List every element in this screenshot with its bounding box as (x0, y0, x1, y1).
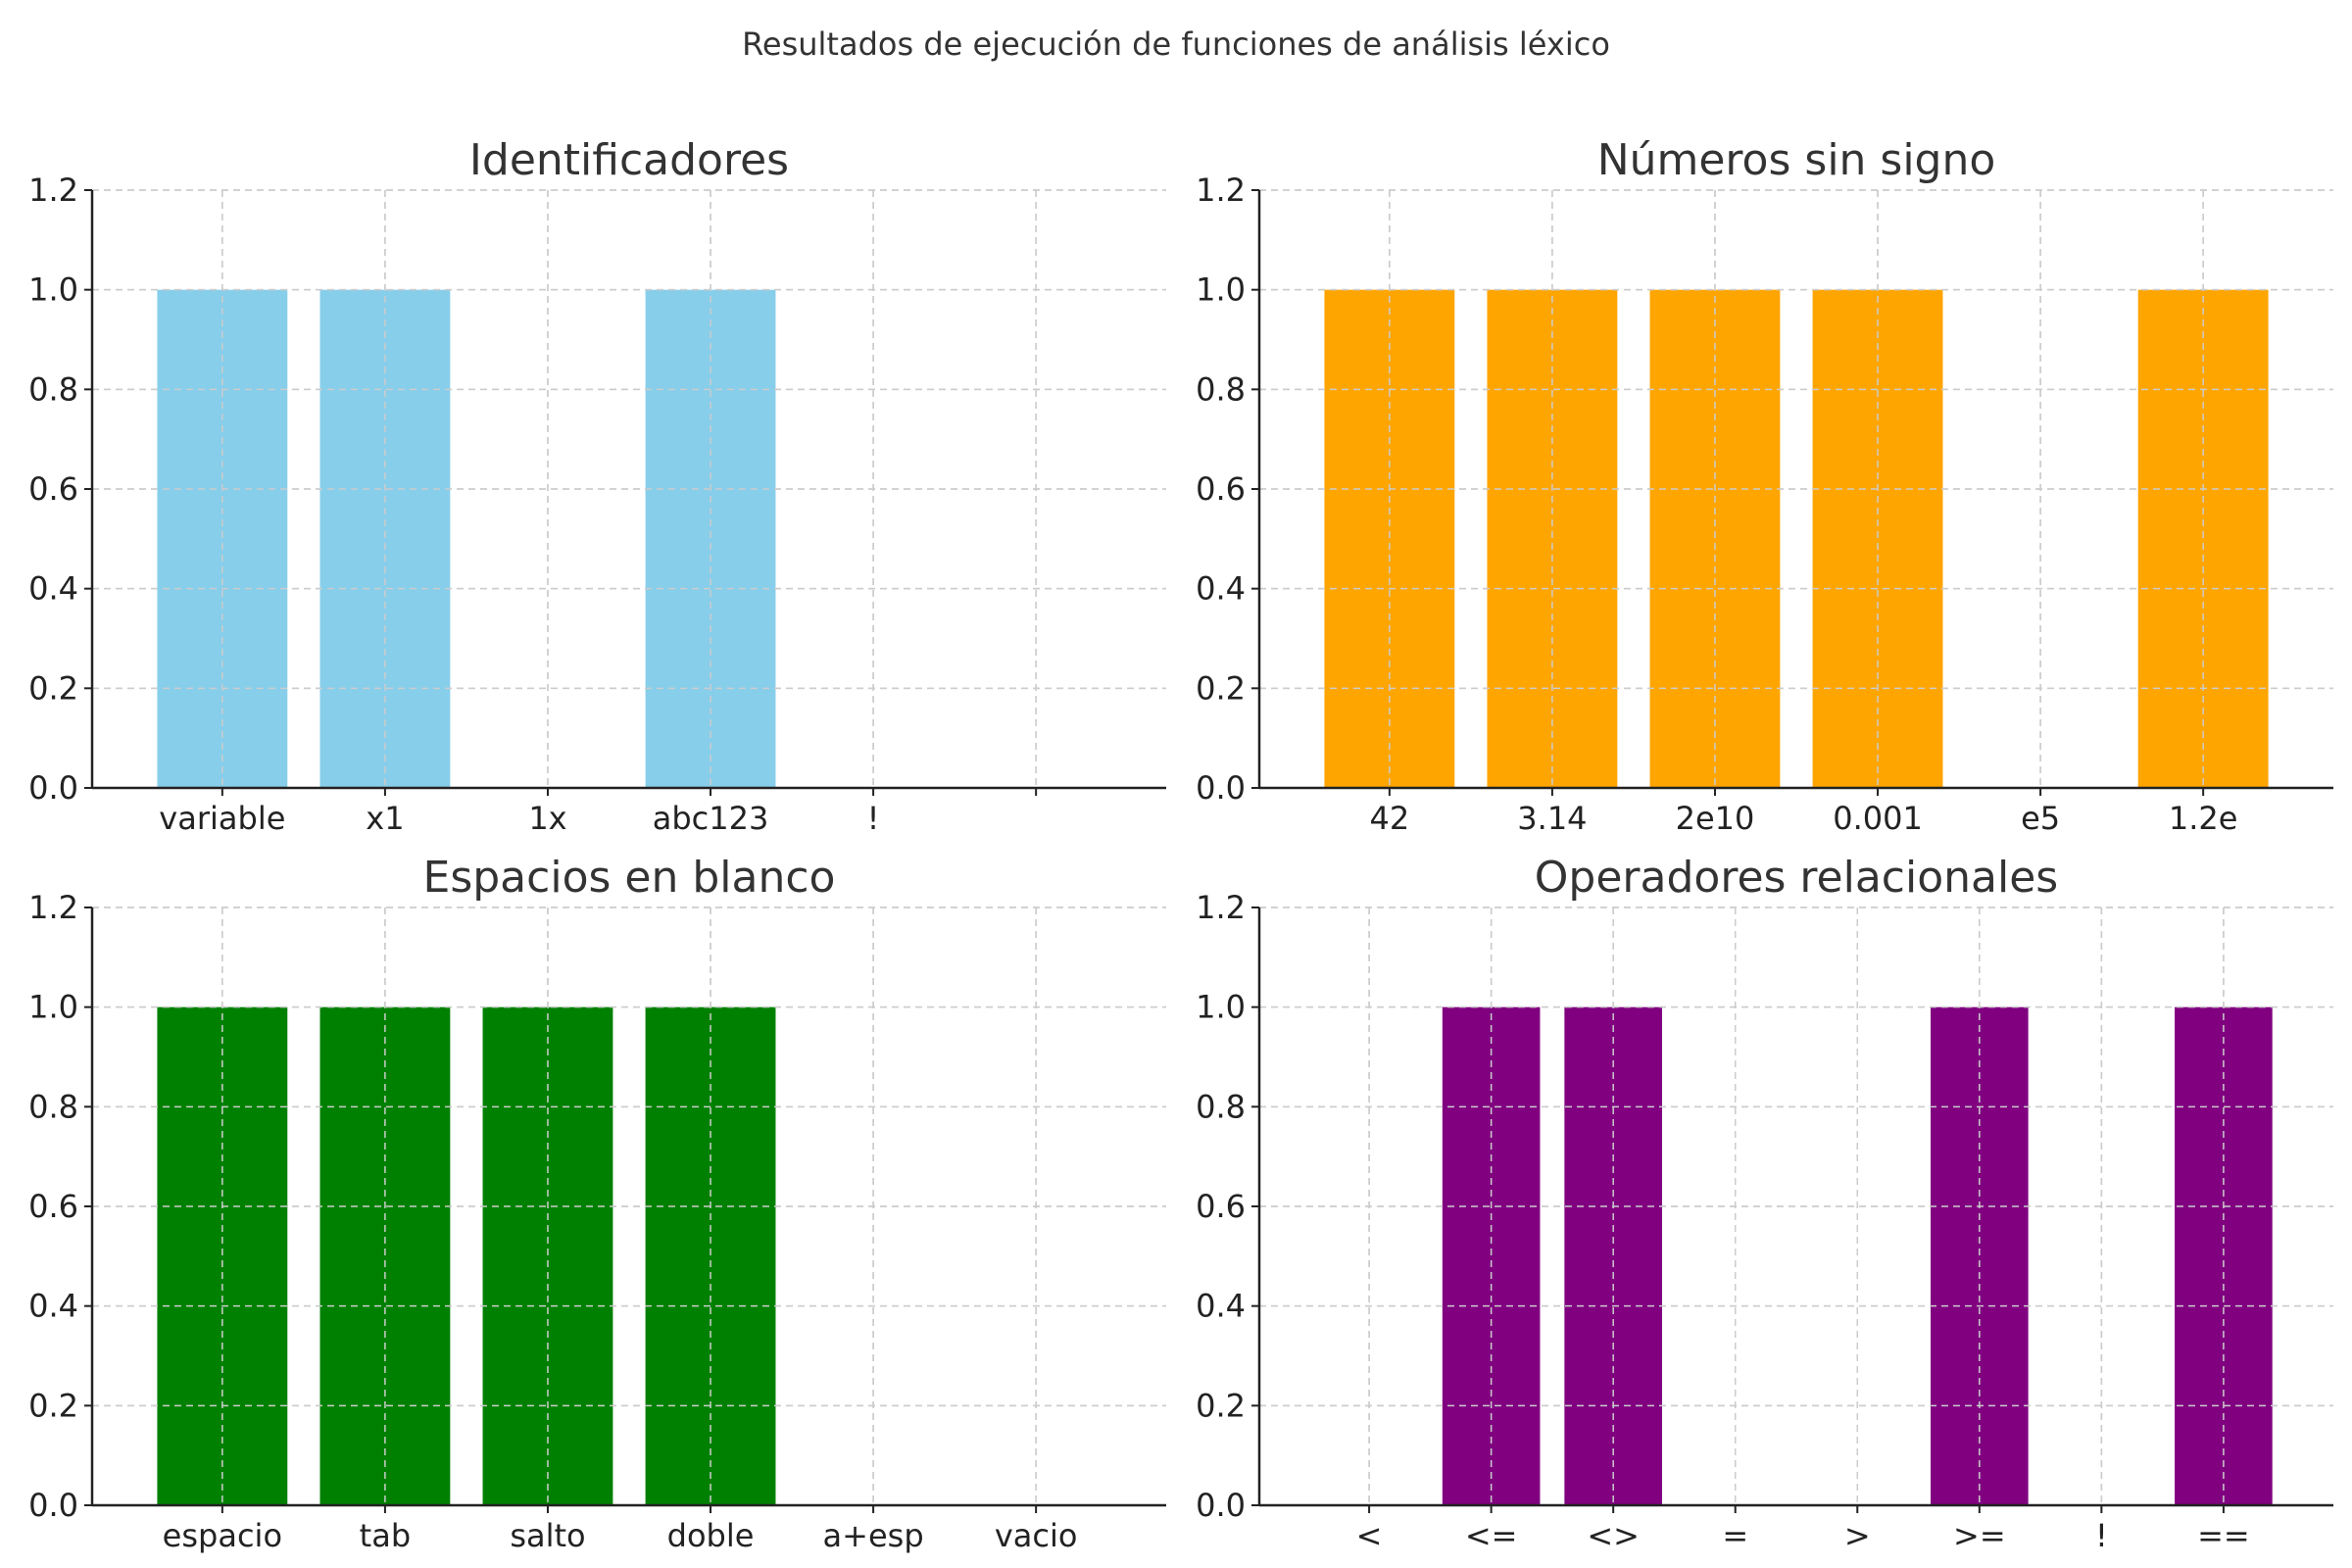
y-tick-label: 0.8 (28, 1088, 78, 1125)
y-tick-label: 0.4 (28, 1288, 78, 1325)
x-tick-label: 1.2e (2169, 800, 2238, 837)
y-tick-label: 0.4 (1196, 1288, 1246, 1325)
y-tick-label: 0.6 (1196, 1188, 1246, 1225)
y-tick-label: 1.0 (1196, 271, 1246, 309)
y-tick-label: 1.0 (1196, 989, 1246, 1026)
x-tick-label: ! (2095, 1517, 2108, 1554)
y-tick-label: 0.8 (28, 370, 78, 408)
x-tick-label: 1x (528, 800, 566, 837)
y-tick-label: 0.0 (28, 769, 78, 807)
x-tick-label: vacio (995, 1517, 1078, 1554)
chart-panel-3: Operadores relacionales 0.0 0.2 0.4 0.6 0.8 1.… (1196, 853, 2333, 1554)
x-tick-label: doble (667, 1517, 755, 1554)
y-tick-label: 0.4 (28, 570, 78, 608)
y-tick-label: 1.0 (28, 989, 78, 1026)
x-tick-label: 42 (1369, 800, 1409, 837)
y-tick-label: 0.6 (28, 1188, 78, 1225)
x-tick-label: 3.14 (1517, 800, 1587, 837)
x-tick-label: ! (867, 800, 880, 837)
y-tick-label: 0.0 (1196, 1487, 1246, 1524)
x-tick-label: tab (360, 1517, 411, 1554)
y-tick-label: 0.0 (1196, 769, 1246, 807)
y-tick-label: 0.2 (28, 669, 78, 707)
x-tick-label: variable (159, 800, 285, 837)
x-tick-label: < (1356, 1517, 1383, 1554)
y-tick-label: 1.0 (28, 271, 78, 309)
x-tick-label: > (1844, 1517, 1871, 1554)
y-tick-label: 0.6 (1196, 470, 1246, 508)
chart-panel-1: Números sin signo 0.0 0.2 0.4 0.6 0.8 1.0 1.2 42… (1196, 135, 2333, 837)
y-tick-label: 1.2 (1196, 172, 1246, 209)
chart-title: Números sin signo (1597, 135, 1996, 185)
x-tick-label: >= (1953, 1517, 2006, 1554)
x-tick-label: 2e10 (1676, 800, 1755, 837)
x-tick-label: espacio (163, 1517, 282, 1554)
x-tick-label: e5 (2021, 800, 2060, 837)
chart-panel-2: Espacios en blanco 0.0 0.2 0.4 0.6 0.8 1.0 1.2 e… (28, 853, 1166, 1554)
x-tick-label: = (1722, 1517, 1748, 1554)
y-tick-label: 0.6 (28, 470, 78, 508)
x-tick-label: <= (1465, 1517, 1518, 1554)
y-tick-label: 0.4 (1196, 570, 1246, 608)
figure-suptitle: Resultados de ejecución de funciones de … (742, 25, 1610, 63)
y-tick-label: 0.2 (1196, 669, 1246, 707)
x-tick-label: abc123 (653, 800, 769, 837)
x-tick-label: 0.001 (1833, 800, 1923, 837)
y-tick-label: 1.2 (1196, 889, 1246, 926)
chart-title: Identificadores (469, 135, 789, 185)
chart-title: Espacios en blanco (423, 853, 836, 903)
y-tick-label: 0.8 (1196, 1088, 1246, 1125)
chart-title: Operadores relacionales (1535, 853, 2058, 903)
y-tick-label: 0.0 (28, 1487, 78, 1524)
x-tick-label: salto (510, 1517, 585, 1554)
x-tick-label: a+esp (823, 1517, 924, 1554)
x-tick-label: <> (1587, 1517, 1640, 1554)
y-tick-label: 1.2 (28, 889, 78, 926)
x-tick-label: == (2197, 1517, 2250, 1554)
y-tick-label: 0.2 (1196, 1387, 1246, 1424)
y-tick-label: 0.2 (28, 1387, 78, 1424)
y-tick-label: 0.8 (1196, 370, 1246, 408)
chart-panel-0: Identificadores 0.0 0.2 0.4 0.6 0.8 1.0 1.2 vari… (28, 135, 1166, 837)
y-tick-label: 1.2 (28, 172, 78, 209)
x-tick-label: x1 (366, 800, 404, 837)
